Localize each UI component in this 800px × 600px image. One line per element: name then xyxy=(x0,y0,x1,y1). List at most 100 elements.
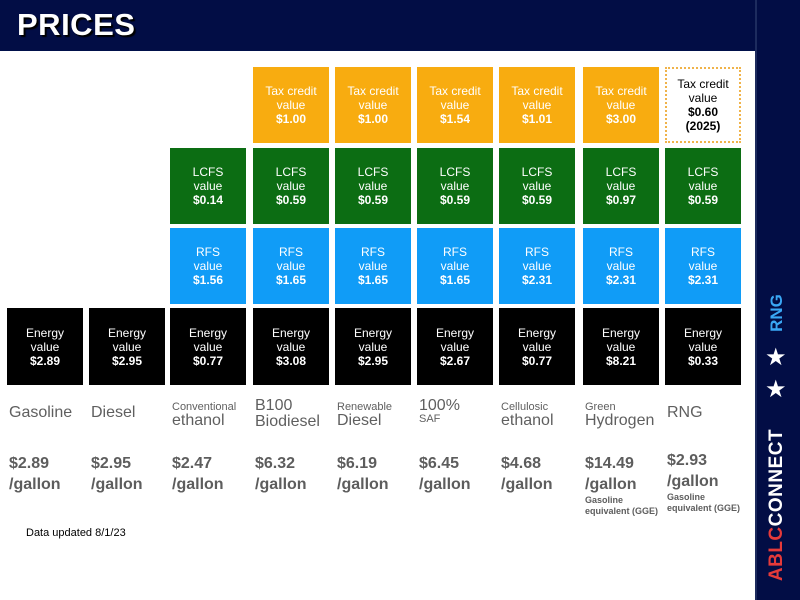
price-amount: $6.32 xyxy=(255,455,296,472)
price-note: Gasoline xyxy=(667,492,706,502)
fuel-label-main: ethanol xyxy=(172,412,225,429)
block-amount: $0.59 xyxy=(357,193,389,207)
block-amount: $1.01 xyxy=(521,112,553,126)
fuel-label-main: RNG xyxy=(667,404,703,421)
block-amount: $0.59 xyxy=(439,193,471,207)
block-label: Energy xyxy=(435,325,475,340)
rng-brand-label: RNG xyxy=(762,288,792,338)
fuel-label: Gasoline xyxy=(9,405,72,421)
block-label: value xyxy=(522,98,552,112)
price-amount: $2.47 xyxy=(172,455,213,472)
block-label: value xyxy=(276,179,306,193)
energy-value-block: Energy value $2.95 xyxy=(335,308,411,385)
block-label: LCFS xyxy=(357,165,389,179)
block-amount: $2.95 xyxy=(357,353,389,368)
tax-value-block: Tax credit value $0.60 (2025) xyxy=(665,67,741,143)
tax-value-block: Tax credit value $1.01 xyxy=(499,67,575,143)
energy-value-block: Energy value $0.33 xyxy=(665,308,741,385)
rfs-value-block: RFS value $1.56 xyxy=(170,228,246,304)
block-label: value xyxy=(276,259,306,273)
block-amount: $2.95 xyxy=(111,353,143,368)
block-amount: $0.59 xyxy=(521,193,553,207)
block-label: value xyxy=(276,98,306,112)
fuel-label-main: Biodiesel xyxy=(255,413,320,430)
rfs-value-block: RFS value $1.65 xyxy=(253,228,329,304)
block-label: value xyxy=(688,339,718,354)
price-amount: $6.45 xyxy=(419,455,460,472)
price-unit: /gallon xyxy=(667,473,719,490)
total-price: $6.19/gallon xyxy=(337,453,389,495)
block-label: value xyxy=(606,259,636,273)
price-amount: $6.19 xyxy=(337,455,378,472)
block-label: Energy xyxy=(353,325,393,340)
block-label: Energy xyxy=(683,325,723,340)
block-label: Tax credit xyxy=(595,84,647,98)
price-amount: $14.49 xyxy=(585,455,634,472)
lcfs-value-block: LCFS value $0.59 xyxy=(665,148,741,224)
fuel-label: Diesel xyxy=(91,405,135,421)
block-amount: $0.77 xyxy=(192,353,224,368)
block-label: Tax credit xyxy=(265,84,317,98)
fuel-label-main: Diesel xyxy=(91,404,136,421)
block-label: value xyxy=(193,259,223,273)
block-label: value xyxy=(606,98,636,112)
price-amount: $4.68 xyxy=(501,455,542,472)
fuel-label-main: B100 xyxy=(255,397,293,414)
block-label: LCFS xyxy=(687,165,719,179)
energy-value-block: Energy value $8.21 xyxy=(583,308,659,385)
block-label: RFS xyxy=(609,245,633,259)
star-icon: ★ xyxy=(765,344,787,371)
block-amount: $0.60 xyxy=(687,105,719,119)
block-label: Energy xyxy=(271,325,311,340)
block-label: LCFS xyxy=(275,165,307,179)
lcfs-value-block: LCFS value $0.97 xyxy=(583,148,659,224)
block-label: Tax credit xyxy=(511,84,563,98)
energy-value-block: Energy value $0.77 xyxy=(499,308,575,385)
block-label: Energy xyxy=(601,325,641,340)
block-label: value xyxy=(358,179,388,193)
rfs-value-block: RFS value $1.65 xyxy=(417,228,493,304)
tax-value-block: Tax credit value $1.54 xyxy=(417,67,493,143)
block-amount: $2.31 xyxy=(687,273,719,287)
price-note: equivalent (GGE) xyxy=(585,506,659,516)
lcfs-value-block: LCFS value $0.59 xyxy=(335,148,411,224)
block-label: value xyxy=(522,179,552,193)
block-amount: $1.65 xyxy=(439,273,471,287)
block-amount: $1.54 xyxy=(439,112,471,126)
total-price: $2.95/gallon xyxy=(91,453,143,495)
block-label: Energy xyxy=(517,325,557,340)
fuel-label: Green Hydrogen xyxy=(585,402,654,429)
star-icon: ★ xyxy=(765,376,787,403)
energy-value-block: Energy value $2.95 xyxy=(89,308,165,385)
fuel-label: Conventional ethanol xyxy=(172,402,236,429)
fuel-label-small: Renewable xyxy=(337,401,393,413)
fuel-label-small: SAF xyxy=(419,413,441,425)
lcfs-value-block: LCFS value $0.14 xyxy=(170,148,246,224)
block-label: value xyxy=(688,91,718,105)
block-amount: $1.65 xyxy=(357,273,389,287)
energy-value-block: Energy value $3.08 xyxy=(253,308,329,385)
block-label: RFS xyxy=(691,245,715,259)
price-unit: /gallon xyxy=(255,476,307,493)
total-price: $6.45/gallon xyxy=(419,453,471,495)
brand-sidebar xyxy=(755,0,800,600)
block-note: (2025) xyxy=(685,119,721,133)
fuel-label-small: Conventional xyxy=(172,401,237,413)
rfs-value-block: RFS value $1.65 xyxy=(335,228,411,304)
block-amount: $2.31 xyxy=(521,273,553,287)
block-amount: $1.00 xyxy=(357,112,389,126)
price-unit: /gallon xyxy=(585,476,637,493)
lcfs-value-block: LCFS value $0.59 xyxy=(417,148,493,224)
price-unit: /gallon xyxy=(91,476,143,493)
fuel-label-main: Diesel xyxy=(337,412,382,429)
fuel-label: RNG xyxy=(667,405,703,421)
price-amount: $2.95 xyxy=(91,455,132,472)
fuel-label-main: Hydrogen xyxy=(585,412,655,429)
block-label: value xyxy=(193,179,223,193)
block-label: value xyxy=(440,179,470,193)
lcfs-value-block: LCFS value $0.59 xyxy=(499,148,575,224)
header-bar: PRICES xyxy=(0,0,800,50)
price-unit: /gallon xyxy=(9,476,61,493)
block-label: value xyxy=(358,98,388,112)
price-unit: /gallon xyxy=(419,476,471,493)
